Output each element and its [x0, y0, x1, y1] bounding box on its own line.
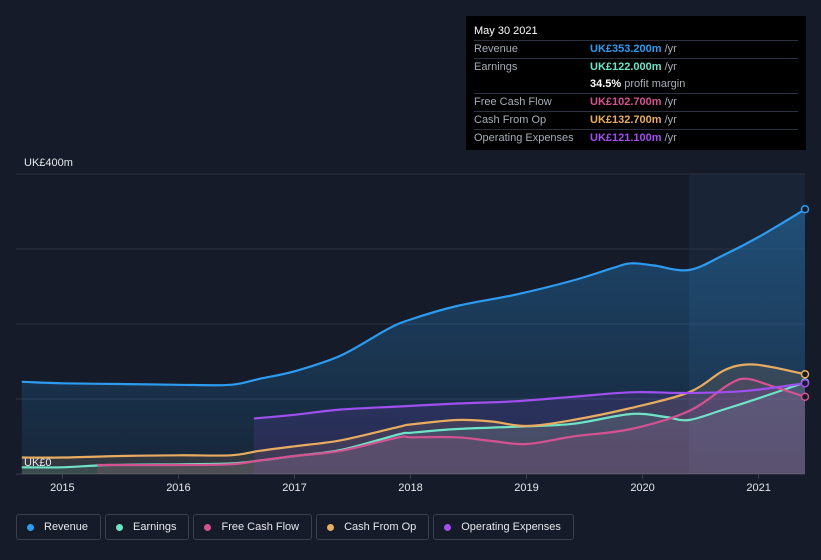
- tooltip-label: Earnings: [474, 61, 518, 73]
- tooltip-date: May 30 2021: [474, 25, 538, 37]
- marker-revenue: [800, 205, 810, 214]
- x-tick-label: 2021: [746, 482, 770, 494]
- legend-item-earnings[interactable]: Earnings: [105, 514, 190, 540]
- legend-dot-icon: [444, 523, 452, 531]
- series-areas: [21, 209, 806, 475]
- tooltip-unit: /yr: [664, 96, 677, 108]
- tooltip-row-earnings: Earnings UK£122.000m /yr: [474, 58, 798, 76]
- tooltip-value: UK£102.700m: [590, 96, 662, 108]
- tooltip-row-margin: 34.5% profit margin: [474, 76, 798, 93]
- x-tick-label: 2016: [166, 482, 190, 494]
- tooltip-label: Revenue: [474, 43, 519, 55]
- tooltip-row-cash-from-op: Cash From Op UK£132.700m /yr: [474, 111, 798, 129]
- line-cash-from-op: [21, 363, 806, 459]
- legend-item-cash-from-op[interactable]: Cash From Op: [316, 514, 430, 540]
- x-axis-ticks: 2015 2016 2017 2018 2019 2020 2021: [50, 474, 771, 494]
- area-revenue: [21, 209, 806, 475]
- tooltip-value: UK£132.700m: [590, 114, 662, 126]
- legend-label: Free Cash Flow: [221, 521, 300, 533]
- x-tick-label: 2018: [398, 482, 422, 494]
- chart-svg: 2015 2016 2017 2018 2019 2020 2021 UK£400m UK£…: [16, 157, 810, 494]
- series-lines: [21, 208, 806, 469]
- legend-item-operating-expenses[interactable]: Operating Expenses: [433, 514, 574, 540]
- tooltip-unit: profit margin: [624, 78, 686, 90]
- tooltip-value: 34.5%: [590, 78, 622, 90]
- tooltip-row-revenue: Revenue UK£353.200m /yr: [474, 40, 798, 58]
- legend-item-revenue[interactable]: Revenue: [16, 514, 102, 540]
- line-revenue: [21, 208, 806, 387]
- tooltip-unit: /yr: [664, 114, 677, 126]
- legend-label: Earnings: [133, 521, 177, 533]
- marker-free-cash-flow: [800, 392, 810, 401]
- legend-dot-icon: [116, 523, 124, 531]
- line-free-cash-flow: [97, 377, 806, 467]
- tooltip-unit: /yr: [664, 43, 677, 55]
- legend: Revenue Earnings Free Cash Flow Cash Fro…: [16, 514, 574, 540]
- line-operating-expenses: [253, 382, 806, 420]
- marker-cash-from-op: [800, 370, 810, 379]
- legend-dot-icon: [204, 523, 212, 531]
- tooltip-row-operating-expenses: Operating Expenses UK£121.100m /yr: [474, 129, 798, 147]
- tooltip-row-free-cash-flow: Free Cash Flow UK£102.700m /yr: [474, 93, 798, 111]
- tooltip: May 30 2021 Revenue UK£353.200m /yr Earn…: [466, 16, 806, 150]
- y-axis-bottom-label: UK£0: [24, 457, 52, 469]
- y-axis-top-label: UK£400m: [24, 157, 73, 169]
- legend-label: Revenue: [44, 521, 89, 533]
- tooltip-unit: /yr: [664, 61, 677, 73]
- tooltip-label: Operating Expenses: [474, 132, 574, 144]
- x-tick-label: 2019: [514, 482, 538, 494]
- legend-dot-icon: [27, 523, 34, 531]
- area-earnings: [21, 382, 806, 474]
- legend-label: Cash From Op: [344, 521, 417, 533]
- tooltip-label: Free Cash Flow: [474, 96, 552, 108]
- tooltip-unit: /yr: [664, 132, 677, 144]
- tooltip-label: [474, 76, 590, 93]
- x-tick-label: 2015: [50, 482, 74, 494]
- area-cash-from-op: [21, 364, 806, 474]
- marker-operating-expenses: [800, 379, 810, 388]
- x-tick-label: 2020: [630, 482, 654, 494]
- legend-label: Operating Expenses: [461, 521, 561, 533]
- x-tick-label: 2017: [282, 482, 306, 494]
- tooltip-label: Cash From Op: [474, 114, 547, 126]
- tooltip-value: UK£121.100m: [590, 132, 662, 144]
- tooltip-value: UK£122.000m: [590, 61, 662, 73]
- tooltip-value: UK£353.200m: [590, 43, 662, 55]
- legend-item-free-cash-flow[interactable]: Free Cash Flow: [193, 514, 313, 540]
- legend-dot-icon: [327, 523, 335, 531]
- series-end-markers: [800, 205, 810, 401]
- area-free-cash-flow: [97, 378, 805, 474]
- area-operating-expenses: [253, 383, 805, 474]
